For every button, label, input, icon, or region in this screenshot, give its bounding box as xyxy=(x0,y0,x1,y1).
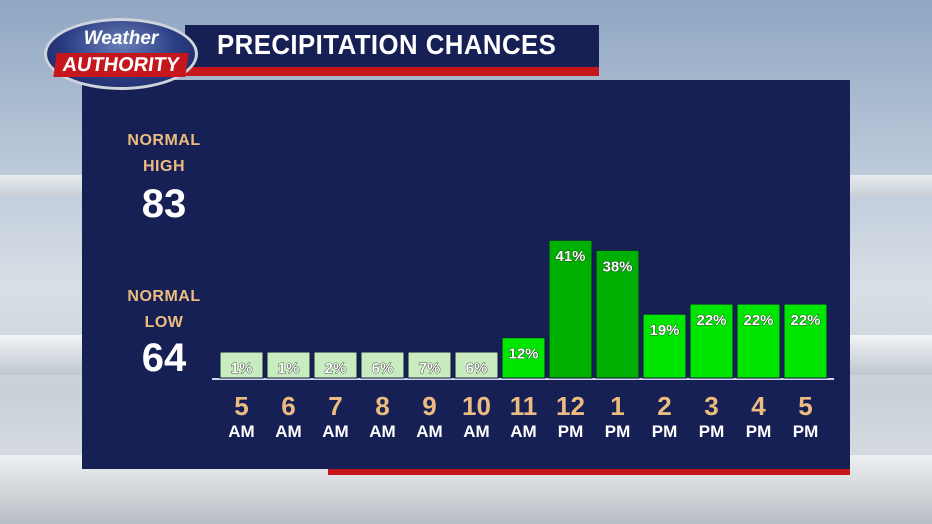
data-label: 6% xyxy=(372,360,394,377)
tick-label-period: PM xyxy=(605,422,631,441)
accent-stripe xyxy=(328,469,850,475)
bar-4-pm xyxy=(736,303,781,379)
logo-text-top: Weather xyxy=(83,28,159,49)
tick-label-hour: 10 xyxy=(462,391,491,421)
data-label: 19% xyxy=(649,322,679,339)
tick-label-period: PM xyxy=(652,422,678,441)
tick-label-hour: 12 xyxy=(556,391,585,421)
normal-high-label-line1: NORMAL xyxy=(127,132,201,149)
bar-7-am xyxy=(313,351,358,379)
page-title: PRECIPITATION CHANCES xyxy=(217,29,557,60)
tick-label-hour: 7 xyxy=(328,391,342,421)
bar-2-pm xyxy=(642,313,687,379)
data-label: 1% xyxy=(278,360,300,377)
tick-label-hour: 6 xyxy=(281,391,295,421)
tick-label-hour: 11 xyxy=(510,391,538,421)
tick-label-hour: 2 xyxy=(657,391,671,421)
tick-label-hour: 9 xyxy=(422,391,436,421)
bar-5-pm xyxy=(783,303,828,379)
bar-3-pm xyxy=(689,303,734,379)
data-label: 1% xyxy=(231,360,253,377)
title-bar: PRECIPITATION CHANCES xyxy=(185,25,599,76)
tick-label-period: AM xyxy=(510,422,536,441)
tick-label-hour: 4 xyxy=(751,391,766,421)
bar-10-am xyxy=(454,351,499,379)
normal-high-label: NORMAL HIGH xyxy=(119,128,209,180)
data-label: 12% xyxy=(508,346,538,363)
bar-5-am xyxy=(219,351,264,379)
data-label: 7% xyxy=(419,360,441,377)
tick-label-period: PM xyxy=(699,422,725,441)
chart-panel xyxy=(82,80,850,469)
tick-label-hour: 3 xyxy=(704,391,718,421)
tick-label-period: AM xyxy=(369,422,395,441)
station-logo: Weather AUTHORITY xyxy=(44,18,198,90)
normal-low-label-line2: LOW xyxy=(144,314,184,331)
tick-label-period: PM xyxy=(746,422,772,441)
bar-6-am xyxy=(266,351,311,379)
normal-low-label: NORMAL LOW xyxy=(119,284,209,336)
tick-label-period: AM xyxy=(275,422,301,441)
data-label: 6% xyxy=(466,360,488,377)
tick-label-hour: 1 xyxy=(610,391,624,421)
bar-12-pm xyxy=(548,239,593,379)
bar-1-pm xyxy=(595,249,640,379)
data-label: 41% xyxy=(555,248,585,265)
tick-label-period: AM xyxy=(416,422,442,441)
data-label: 2% xyxy=(325,360,347,377)
data-label: 22% xyxy=(696,312,726,329)
tick-label-period: PM xyxy=(793,422,819,441)
tick-label-hour: 8 xyxy=(375,391,389,421)
data-label: 38% xyxy=(602,258,632,275)
tick-label-hour: 5 xyxy=(234,391,248,421)
data-label: 22% xyxy=(790,312,820,329)
normal-high-label-line2: HIGH xyxy=(143,158,185,175)
tick-label-hour: 5 xyxy=(798,391,812,421)
tick-label-period: PM xyxy=(558,422,584,441)
tick-label-period: AM xyxy=(463,422,489,441)
bar-11-am xyxy=(501,337,546,379)
normal-high-value: 83 xyxy=(141,182,187,226)
normal-low-label-line1: NORMAL xyxy=(127,288,201,305)
bar-9-am xyxy=(407,351,452,379)
tick-label-period: AM xyxy=(228,422,254,441)
tick-label-period: AM xyxy=(322,422,348,441)
data-label: 22% xyxy=(743,312,773,329)
normal-low-value: 64 xyxy=(141,336,187,380)
bar-8-am xyxy=(360,351,405,379)
